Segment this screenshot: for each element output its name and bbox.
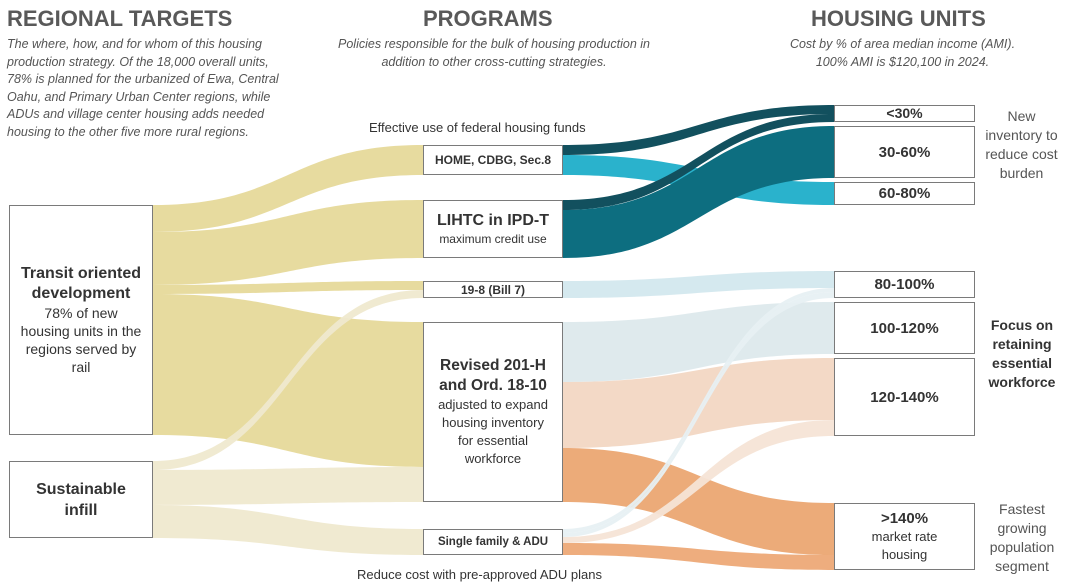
- revised-description: adjusted to expand housing inventory for…: [438, 397, 548, 466]
- flow-home-to-under-30: [563, 105, 834, 155]
- home-title: HOME, CDBG, Sec.8: [434, 153, 552, 167]
- node-single-family-adu[interactable]: Single family & ADU: [423, 529, 563, 555]
- node-over-140-ami[interactable]: >140% market rate housing: [834, 503, 975, 570]
- annotation-focus-workforce: Focus on retaining essential workforce: [988, 317, 1056, 390]
- flow-tod-to-home: [153, 145, 423, 232]
- lihtc-description: maximum credit use: [439, 232, 547, 246]
- node-sustainable-infill[interactable]: Sustainable infill: [9, 461, 153, 538]
- home-caption: Effective use of federal housing funds: [369, 120, 586, 135]
- annotation-fastest-growing: Fastest growing population segment: [989, 501, 1055, 574]
- regional-targets-subtitle: The where, how, and for whom of this hou…: [7, 37, 279, 139]
- flow-sfadu-to-120-140: [563, 420, 834, 543]
- flow-lihtc-to-under-30: [563, 114, 834, 210]
- flow-tod-to-bill7: [153, 281, 423, 294]
- flow-sfadu-to-80-100: [563, 288, 834, 533]
- flow-revised-to-120-140: [563, 358, 834, 448]
- node-home-cdbg-sec8[interactable]: HOME, CDBG, Sec.8: [423, 145, 563, 175]
- u120140-title: 120-140%: [870, 388, 939, 406]
- tod-title: Transit oriented development: [20, 265, 142, 302]
- node-transit-oriented-development[interactable]: Transit oriented development 78% of new …: [9, 205, 153, 435]
- node-30-60-ami[interactable]: 30-60%: [834, 126, 975, 178]
- tod-description: 78% of new housing units in the regions …: [20, 305, 142, 375]
- flow-tod-to-lihtc: [153, 200, 423, 285]
- lihtc-title: LIHTC in IPD-T: [437, 212, 549, 229]
- sfadu-caption: Reduce cost with pre-approved ADU plans: [357, 567, 602, 582]
- housing-units-subtitle: Cost by % of area median income (AMI). 1…: [735, 36, 1069, 71]
- node-19-8-bill-7[interactable]: 19-8 (Bill 7): [423, 281, 563, 298]
- annotation-new-inventory: New inventory to reduce cost burden: [985, 108, 1058, 181]
- node-60-80-ami[interactable]: 60-80%: [834, 182, 975, 205]
- housing-units-subtitle-line1: Cost by % of area median income (AMI).: [789, 37, 1016, 51]
- node-under-30-ami[interactable]: <30%: [834, 105, 975, 122]
- u30-title: <30%: [886, 105, 923, 121]
- flow-infill-to-revised: [153, 467, 423, 505]
- flow-sfadu-to-100-120: [563, 292, 834, 537]
- node-100-120-ami[interactable]: 100-120%: [834, 302, 975, 354]
- flow-lihtc-to-30-60: [563, 126, 834, 258]
- node-lihtc-ipd-t[interactable]: LIHTC in IPD-T maximum credit use: [423, 200, 563, 258]
- housing-units-subtitle-line2: 100% AMI is $120,100 in 2024.: [815, 54, 990, 69]
- u80100-title: 80-100%: [874, 276, 935, 293]
- flow-infill-to-bill7: [153, 290, 423, 470]
- flow-revised-to-over-140: [563, 448, 834, 555]
- sfadu-title: Single family & ADU: [437, 536, 549, 548]
- housing-units-title: HOUSING UNITS: [811, 6, 986, 31]
- node-120-140-ami[interactable]: 120-140%: [834, 358, 975, 436]
- u100120-title: 100-120%: [870, 319, 939, 337]
- u140-description: market rate housing: [871, 529, 938, 562]
- bill7-title: 19-8 (Bill 7): [460, 282, 526, 297]
- flow-infill-to-sfadu: [153, 505, 423, 555]
- flow-sfadu-to-over-140: [563, 543, 834, 570]
- revised-title: Revised 201-H and Ord. 18-10: [439, 357, 547, 394]
- programs-subtitle: Policies responsible for the bulk of hou…: [338, 37, 650, 69]
- flow-bill7-to-80-100: [563, 271, 834, 298]
- infill-title: Sustainable infill: [36, 480, 126, 519]
- programs-title: PROGRAMS: [423, 6, 553, 31]
- node-revised-201h[interactable]: Revised 201-H and Ord. 18-10 adjusted to…: [423, 322, 563, 502]
- u140-title: >140%: [880, 510, 929, 527]
- node-80-100-ami[interactable]: 80-100%: [834, 271, 975, 298]
- regional-targets-title: REGIONAL TARGETS: [7, 6, 233, 31]
- u3060-title: 30-60%: [878, 143, 931, 161]
- u6080-title: 60-80%: [878, 185, 931, 202]
